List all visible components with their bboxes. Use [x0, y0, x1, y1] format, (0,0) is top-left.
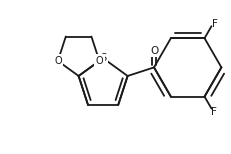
- Text: F: F: [210, 107, 216, 117]
- Text: O: O: [149, 46, 158, 56]
- Text: F: F: [211, 19, 216, 29]
- Text: O: O: [95, 56, 103, 66]
- Text: S: S: [100, 53, 106, 63]
- Text: O: O: [54, 56, 61, 66]
